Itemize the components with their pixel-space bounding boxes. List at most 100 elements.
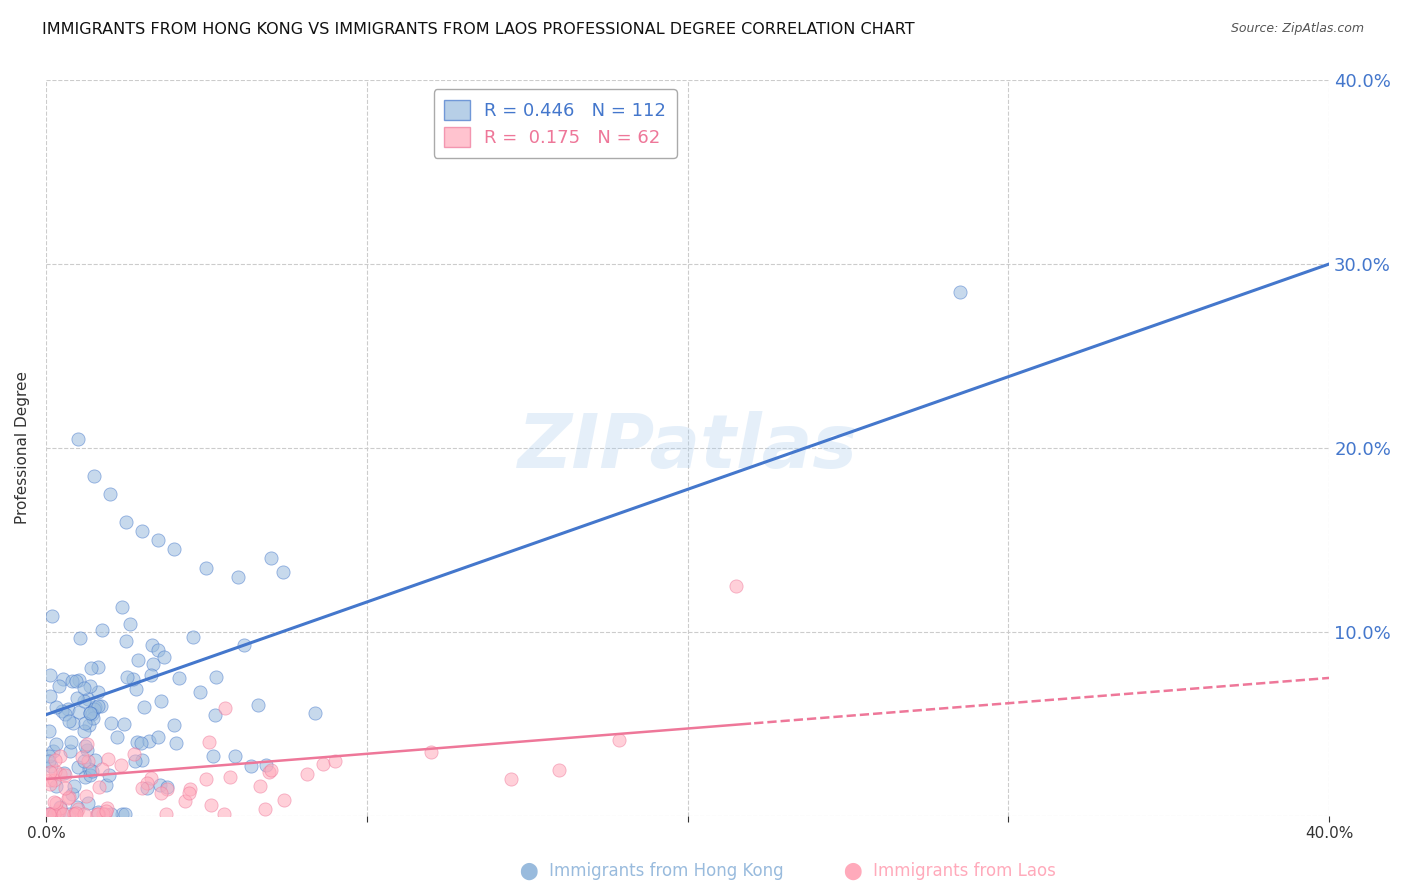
Point — [79, 762, 101, 776]
Point — [548, 763, 571, 777]
Point — [52, 672, 75, 686]
Text: ⬤  Immigrants from Hong Kong: ⬤ Immigrants from Hong Kong — [520, 863, 785, 880]
Text: IMMIGRANTS FROM HONG KONG VS IMMIGRANTS FROM LAOS PROFESSIONAL DEGREE CORRELATIO: IMMIGRANTS FROM HONG KONG VS IMMIGRANTS … — [42, 22, 915, 37]
Point — [141, 638, 163, 652]
Point — [149, 778, 172, 792]
Point — [219, 770, 242, 784]
Point — [232, 638, 254, 652]
Point — [89, 780, 111, 795]
Point — [45, 779, 67, 793]
Point — [98, 768, 121, 782]
Point — [259, 763, 281, 777]
Point — [39, 807, 62, 822]
Point — [97, 751, 120, 765]
Point — [91, 762, 114, 776]
Point — [224, 749, 246, 764]
Point — [62, 779, 84, 793]
Point — [204, 670, 226, 684]
Point — [60, 735, 83, 749]
Point — [179, 786, 201, 800]
Point — [112, 717, 135, 731]
Point — [67, 706, 90, 720]
Point — [156, 780, 179, 794]
Point — [79, 706, 101, 721]
Point — [66, 800, 89, 814]
Point — [82, 711, 104, 725]
Point — [105, 731, 128, 745]
Point — [52, 807, 75, 822]
Point — [110, 807, 132, 822]
Point — [86, 807, 108, 822]
Point — [66, 801, 89, 815]
Point — [38, 748, 60, 763]
Point — [96, 801, 118, 815]
Point — [249, 779, 271, 793]
Point — [83, 753, 105, 767]
Point — [131, 753, 153, 767]
Point — [124, 754, 146, 768]
Point — [48, 679, 70, 693]
Point — [149, 694, 172, 708]
Point — [273, 793, 295, 807]
Point — [58, 714, 80, 728]
Point — [65, 674, 87, 689]
Point — [46, 807, 69, 822]
Point — [76, 754, 98, 768]
Point — [79, 680, 101, 694]
Point — [87, 685, 110, 699]
Point — [136, 775, 159, 789]
Point — [44, 753, 66, 767]
Point — [67, 760, 90, 774]
Point — [72, 807, 94, 822]
Point — [141, 771, 163, 785]
Point — [39, 807, 62, 822]
Point — [148, 533, 170, 547]
Point — [67, 673, 90, 687]
Point — [127, 653, 149, 667]
Point — [45, 700, 67, 714]
Point — [259, 551, 281, 566]
Point — [53, 780, 76, 795]
Point — [118, 616, 141, 631]
Point — [73, 681, 96, 695]
Point — [114, 807, 136, 822]
Point — [214, 701, 236, 715]
Point — [200, 797, 222, 812]
Point — [38, 772, 60, 787]
Point — [72, 754, 94, 768]
Point — [45, 737, 67, 751]
Point — [131, 736, 153, 750]
Point — [111, 599, 134, 614]
Point — [70, 750, 93, 764]
Point — [63, 807, 86, 822]
Point — [501, 772, 523, 786]
Point — [295, 767, 318, 781]
Point — [42, 744, 65, 758]
Point — [94, 807, 117, 822]
Point — [73, 723, 96, 738]
Point — [39, 759, 62, 773]
Point — [69, 631, 91, 645]
Point — [304, 706, 326, 720]
Point — [90, 698, 112, 713]
Point — [94, 804, 117, 818]
Text: ZIPatlas: ZIPatlas — [517, 411, 858, 484]
Point — [79, 706, 101, 721]
Point — [271, 565, 294, 579]
Point — [39, 807, 62, 822]
Point — [76, 742, 98, 756]
Point — [949, 285, 972, 299]
Point — [204, 708, 226, 723]
Point — [75, 770, 97, 784]
Point — [44, 795, 66, 809]
Point — [38, 724, 60, 739]
Point — [49, 749, 72, 764]
Point — [195, 560, 218, 574]
Point — [122, 747, 145, 761]
Legend: R = 0.446   N = 112, R =  0.175   N = 62: R = 0.446 N = 112, R = 0.175 N = 62 — [433, 89, 676, 158]
Point — [39, 690, 62, 704]
Point — [100, 807, 122, 822]
Point — [41, 609, 63, 624]
Point — [66, 691, 89, 706]
Point — [75, 715, 97, 730]
